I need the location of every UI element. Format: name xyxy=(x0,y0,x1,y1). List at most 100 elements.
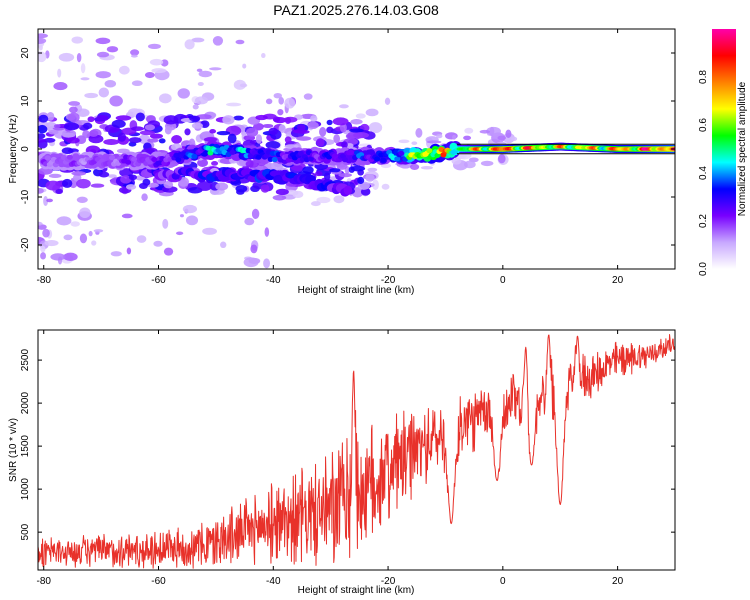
heatmap-cell xyxy=(216,130,231,136)
heatmap-cell xyxy=(357,176,365,185)
heatmap-cell xyxy=(233,115,244,121)
heatmap-cell xyxy=(319,127,327,137)
heatmap-cell xyxy=(338,173,352,178)
heatmap-cell xyxy=(66,154,73,160)
heatmap-cell xyxy=(202,227,217,235)
heatmap-cell xyxy=(63,252,78,262)
heatmap-cell xyxy=(351,187,364,198)
heatmap-cell xyxy=(264,227,270,237)
heatmap-cell xyxy=(80,77,90,81)
heatmap-cell xyxy=(106,46,119,53)
heatmap-cell xyxy=(394,156,401,162)
heatmap-cell xyxy=(196,68,203,73)
heatmap-cell xyxy=(242,63,247,69)
heatmap-cell xyxy=(153,240,163,247)
heatmap-cell xyxy=(212,36,224,46)
heatmap-cell xyxy=(139,130,156,136)
heatmap-cell xyxy=(82,130,90,139)
heatmap-cell xyxy=(326,119,333,126)
spectrogram-panel: -80 -60 -40 -20 0 20 -20 -10 0 10 20 Height of st… xyxy=(8,28,676,296)
heatmap-cell xyxy=(69,106,78,114)
heatmap-cell xyxy=(136,235,147,243)
heatmap-cell xyxy=(365,174,375,182)
heatmap-cell xyxy=(329,168,341,173)
heatmap-cell xyxy=(505,129,512,138)
heatmap-cell xyxy=(38,124,48,134)
heatmap-cell xyxy=(355,113,366,119)
heatmap-cell xyxy=(268,127,278,136)
heatmap-cell xyxy=(233,79,247,90)
heatmap-cell xyxy=(138,182,148,189)
heatmap-cell xyxy=(191,37,205,43)
heatmap-cell xyxy=(38,138,47,143)
x-tick-label: -20 xyxy=(381,275,396,286)
heatmap-cell xyxy=(436,134,443,139)
heatmap-cell xyxy=(278,124,286,134)
heatmap-cell xyxy=(64,122,80,131)
heatmap-cell xyxy=(177,88,190,99)
heatmap-cell xyxy=(44,155,51,161)
heatmap-cell xyxy=(38,224,47,230)
heatmap-cell xyxy=(38,133,46,139)
heatmap-cell xyxy=(251,208,260,219)
heatmap-cell xyxy=(398,150,405,156)
heatmap-cell xyxy=(163,180,174,189)
heatmap-cell xyxy=(497,135,507,141)
heatmap-cell xyxy=(96,51,110,58)
heatmap-cell xyxy=(147,43,161,50)
heatmap-cell xyxy=(353,132,369,139)
heatmap-cell xyxy=(82,122,93,130)
heatmap-cell xyxy=(265,141,281,150)
heatmap-cell xyxy=(372,179,379,191)
x-tick-label: -80 xyxy=(37,576,52,587)
heatmap-cell xyxy=(316,138,325,147)
y-tick-label: 500 xyxy=(20,523,31,540)
snr-panel: -80 -60 -40 -20 0 20 500 1000 1500 2000 2500 Heig… xyxy=(8,329,676,596)
heatmap-cell xyxy=(192,104,199,110)
heatmap-cell xyxy=(273,92,282,99)
heatmap-cell xyxy=(350,119,363,125)
heatmap-cell xyxy=(225,102,242,107)
spectrogram-heatmap xyxy=(38,33,675,269)
heatmap-cell xyxy=(48,129,59,135)
colorbar-label: Normalized spectral amplitude xyxy=(737,81,748,216)
heatmap-cell xyxy=(147,182,159,188)
heatmap-cell xyxy=(42,228,50,238)
heatmap-cell xyxy=(255,114,268,121)
heatmap-cell xyxy=(184,128,191,136)
heatmap-cell xyxy=(68,101,81,106)
heatmap-cell xyxy=(380,157,387,163)
x-tick-label: -40 xyxy=(266,576,281,587)
heatmap-cell xyxy=(76,52,82,63)
heatmap-cell xyxy=(348,149,355,156)
heatmap-cell xyxy=(296,124,306,131)
heatmap-cell xyxy=(111,119,126,129)
figure-title: PAZ1.2025.276.14.03.G08 xyxy=(273,2,439,18)
spectrogram-y-label: Frequency (Hz) xyxy=(8,115,19,184)
y-tick-label: -10 xyxy=(20,189,31,204)
heatmap-cell xyxy=(277,108,284,116)
colorbar: 0.0 0.2 0.4 0.6 0.8 Normalized spectral ampl… xyxy=(698,29,748,276)
heatmap-cell xyxy=(209,67,222,71)
heatmap-cell xyxy=(411,141,418,146)
heatmap-cell xyxy=(149,133,163,139)
y-tick-label: 10 xyxy=(20,95,31,107)
colorbar-tick-label: 0.2 xyxy=(698,214,709,228)
heatmap-cell xyxy=(61,178,73,188)
heatmap-cell xyxy=(125,184,137,190)
heatmap-cell xyxy=(38,33,48,39)
heatmap-cell xyxy=(98,171,110,178)
heatmap-cell xyxy=(211,161,219,166)
heatmap-cell xyxy=(182,204,198,214)
spectrogram-x-label: Height of straight line (km) xyxy=(298,285,415,296)
colorbar-tick-label: 0.0 xyxy=(698,262,709,276)
heatmap-cell xyxy=(244,217,255,226)
heatmap-cell xyxy=(67,112,80,123)
colorbar-ticks: 0.0 0.2 0.4 0.6 0.8 xyxy=(698,70,709,276)
heatmap-cell xyxy=(117,132,127,142)
snr-x-label: Height of straight line (km) xyxy=(298,585,415,596)
heatmap-cell xyxy=(479,129,491,134)
x-tick-label: 0 xyxy=(500,275,506,286)
x-tick-label: -80 xyxy=(37,275,52,286)
heatmap-cell xyxy=(209,129,217,134)
